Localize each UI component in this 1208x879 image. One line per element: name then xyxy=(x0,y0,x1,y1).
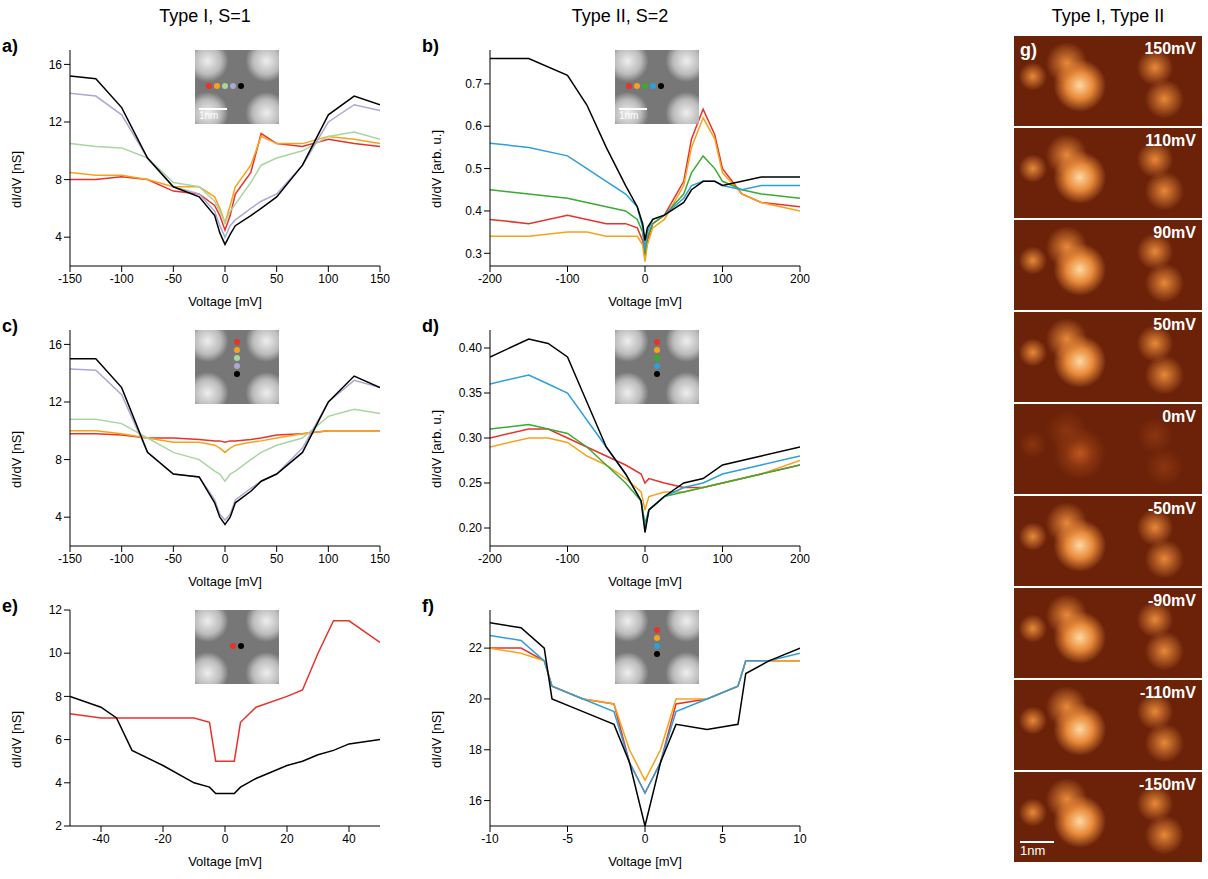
svg-text:0: 0 xyxy=(222,832,229,846)
svg-text:-100: -100 xyxy=(110,552,134,566)
svg-text:2: 2 xyxy=(55,819,62,833)
html-text:90mV: 90mV xyxy=(1153,224,1196,241)
svg-text:-20: -20 xyxy=(154,832,172,846)
svg-text:dI/dV [nS]: dI/dV [nS] xyxy=(9,711,24,768)
html-text:110mV: 110mV xyxy=(1145,132,1196,149)
svg-text:200: 200 xyxy=(790,272,810,286)
svg-text:-40: -40 xyxy=(92,832,110,846)
svg-text:-100: -100 xyxy=(110,272,134,286)
svg-text:Voltage [mV]: Voltage [mV] xyxy=(608,574,682,589)
svg-text:0: 0 xyxy=(222,272,229,286)
svg-text:-5: -5 xyxy=(562,832,573,846)
svg-text:16: 16 xyxy=(49,338,63,352)
svg-text:8: 8 xyxy=(55,453,62,467)
svg-text:20: 20 xyxy=(469,692,483,706)
svg-text:0.3: 0.3 xyxy=(465,247,482,261)
svg-text:100: 100 xyxy=(318,552,338,566)
svg-text:0.20: 0.20 xyxy=(459,521,483,535)
html-text:-150mV: -150mV xyxy=(1139,776,1196,793)
svg-text:Voltage [mV]: Voltage [mV] xyxy=(188,294,262,309)
svg-text:10: 10 xyxy=(49,646,63,660)
html-text:d): d) xyxy=(422,316,439,336)
svg-text:18: 18 xyxy=(469,743,483,757)
svg-text:0: 0 xyxy=(642,272,649,286)
svg-text:100: 100 xyxy=(712,552,732,566)
html-text:150mV: 150mV xyxy=(1144,40,1196,57)
svg-text:Voltage [mV]: Voltage [mV] xyxy=(608,854,682,869)
svg-text:100: 100 xyxy=(318,272,338,286)
svg-text:Voltage [mV]: Voltage [mV] xyxy=(188,574,262,589)
svg-text:200: 200 xyxy=(790,552,810,566)
svg-text:Voltage [mV]: Voltage [mV] xyxy=(608,294,682,309)
svg-text:12: 12 xyxy=(49,115,63,129)
svg-text:dI/dV [arb. u.]: dI/dV [arb. u.] xyxy=(429,410,444,488)
svg-text:0.25: 0.25 xyxy=(459,476,483,490)
html-text:g): g) xyxy=(1020,40,1037,60)
svg-text:-50: -50 xyxy=(165,272,183,286)
svg-text:16: 16 xyxy=(49,58,63,72)
svg-text:0.35: 0.35 xyxy=(459,386,483,400)
svg-text:0.7: 0.7 xyxy=(465,77,482,91)
html-text:f): f) xyxy=(422,596,434,616)
html-text:b): b) xyxy=(422,36,439,56)
svg-text:16: 16 xyxy=(469,794,483,808)
html-text:Type I, Type II: Type I, Type II xyxy=(1051,6,1165,26)
svg-text:5: 5 xyxy=(719,832,726,846)
svg-text:10: 10 xyxy=(793,832,807,846)
html-text:Type I, S=1: Type I, S=1 xyxy=(159,6,251,26)
svg-text:100: 100 xyxy=(712,272,732,286)
html-text:c): c) xyxy=(2,316,18,336)
html-text:0mV: 0mV xyxy=(1162,408,1196,425)
svg-text:dI/dV [nS]: dI/dV [nS] xyxy=(429,711,444,768)
svg-text:22: 22 xyxy=(469,641,483,655)
svg-text:-50: -50 xyxy=(165,552,183,566)
svg-text:50: 50 xyxy=(270,552,284,566)
svg-text:Voltage [mV]: Voltage [mV] xyxy=(188,854,262,869)
html-text:e): e) xyxy=(2,596,18,616)
html-text:-110mV: -110mV xyxy=(1140,684,1196,701)
svg-text:50: 50 xyxy=(270,272,284,286)
svg-text:0: 0 xyxy=(642,832,649,846)
svg-text:-200: -200 xyxy=(478,552,502,566)
svg-text:-150: -150 xyxy=(58,552,82,566)
svg-text:150: 150 xyxy=(370,272,390,286)
svg-text:0: 0 xyxy=(222,552,229,566)
html-text:1nm: 1nm xyxy=(199,110,219,121)
svg-text:8: 8 xyxy=(55,690,62,704)
html-text:Type II, S=2: Type II, S=2 xyxy=(571,6,669,26)
svg-text:12: 12 xyxy=(49,603,63,617)
html-text:a): a) xyxy=(2,36,18,56)
svg-text:12: 12 xyxy=(49,395,63,409)
svg-text:0: 0 xyxy=(642,552,649,566)
svg-text:-100: -100 xyxy=(555,552,579,566)
svg-text:-10: -10 xyxy=(481,832,499,846)
svg-text:dI/dV [nS]: dI/dV [nS] xyxy=(9,431,24,488)
svg-text:8: 8 xyxy=(55,173,62,187)
svg-text:4: 4 xyxy=(55,230,62,244)
svg-text:dI/dV [arb. u.]: dI/dV [arb. u.] xyxy=(429,130,444,208)
svg-text:-200: -200 xyxy=(478,272,502,286)
svg-text:4: 4 xyxy=(55,510,62,524)
html-text:-90mV: -90mV xyxy=(1148,592,1196,609)
svg-text:-100: -100 xyxy=(555,272,579,286)
svg-text:20: 20 xyxy=(280,832,294,846)
svg-text:0.40: 0.40 xyxy=(459,341,483,355)
svg-text:40: 40 xyxy=(342,832,356,846)
html-text:1nm: 1nm xyxy=(619,110,639,121)
svg-text:0.6: 0.6 xyxy=(465,119,482,133)
html-text:50mV: 50mV xyxy=(1153,316,1196,333)
svg-text:150: 150 xyxy=(370,552,390,566)
svg-text:0.5: 0.5 xyxy=(465,162,482,176)
html-text:-50mV: -50mV xyxy=(1148,500,1196,517)
svg-text:dI/dV [nS]: dI/dV [nS] xyxy=(9,151,24,208)
html-text:1nm: 1nm xyxy=(1020,843,1046,858)
svg-text:0.4: 0.4 xyxy=(465,204,482,218)
svg-text:0.30: 0.30 xyxy=(459,431,483,445)
svg-text:-150: -150 xyxy=(58,272,82,286)
svg-text:6: 6 xyxy=(55,733,62,747)
svg-text:4: 4 xyxy=(55,776,62,790)
